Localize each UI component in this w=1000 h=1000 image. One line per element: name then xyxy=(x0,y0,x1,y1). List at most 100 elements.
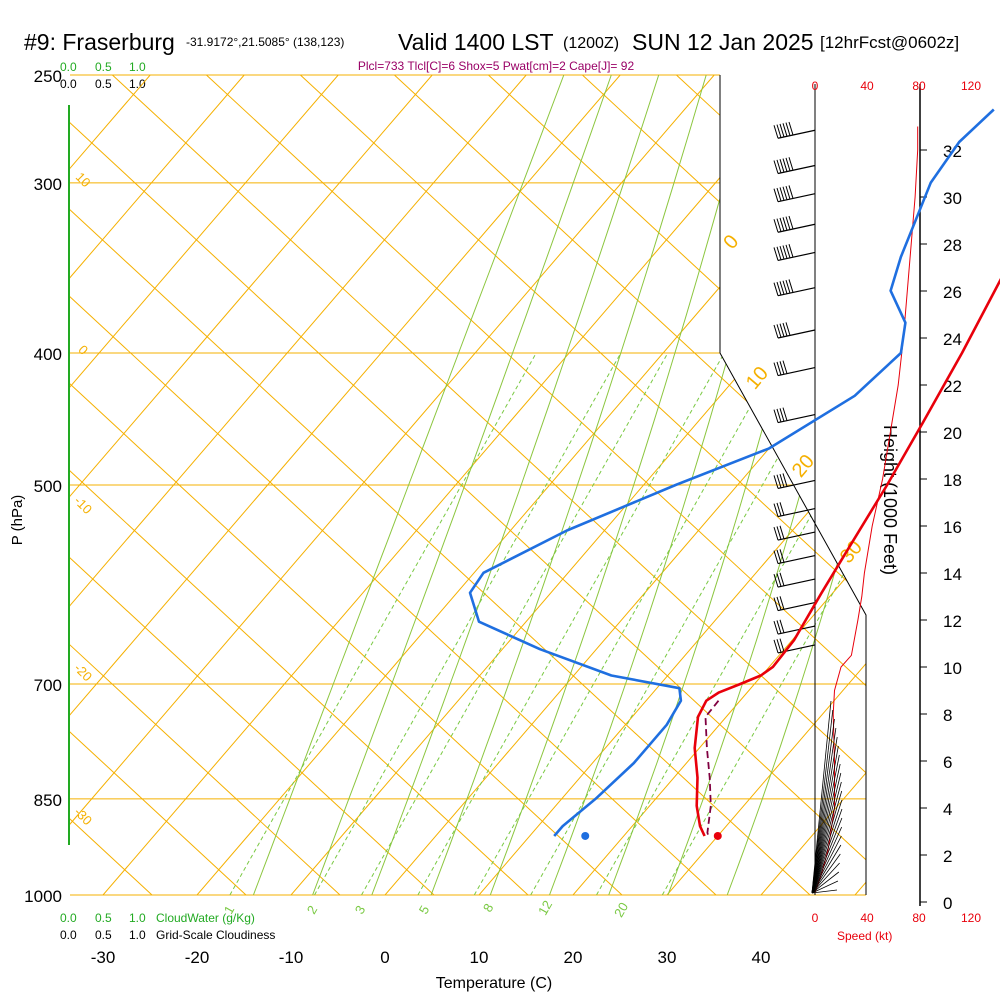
cloud-top-green-2: 1.0 xyxy=(129,60,146,74)
moist-adiabat xyxy=(726,75,866,895)
low-level-barb xyxy=(811,799,843,894)
isotherm--90 xyxy=(70,75,245,895)
low-level-barb xyxy=(811,853,841,894)
y-axis-label: P (hPa) xyxy=(9,495,26,546)
wind-barb-feather xyxy=(782,473,788,487)
height-tick-22: 22 xyxy=(943,377,962,396)
low-level-barb xyxy=(811,844,842,894)
height-tick-26: 26 xyxy=(943,283,962,302)
wind-barb-feather xyxy=(773,639,779,654)
wind-barb-feather xyxy=(779,549,785,563)
wind-barb-feather xyxy=(782,123,788,137)
dry-adiabat xyxy=(70,75,247,895)
speed-tick-top-80: 80 xyxy=(912,79,926,93)
dry-adiabat-label: -10 xyxy=(71,493,95,517)
dry-adiabat xyxy=(70,75,341,895)
temp-tick-40: 40 xyxy=(752,948,771,967)
moist-adiabat xyxy=(489,75,755,895)
low-level-barb xyxy=(811,754,840,894)
wind-barb-feather xyxy=(776,187,782,202)
wind-barb xyxy=(777,602,816,612)
wind-barb xyxy=(777,578,816,588)
wind-barb-feather xyxy=(782,158,788,172)
height-tick-6: 6 xyxy=(943,753,952,772)
wind-barb-feather xyxy=(782,280,788,294)
wind-barb-feather xyxy=(773,409,779,423)
wind-barb-feather xyxy=(785,185,791,200)
plot-border xyxy=(719,75,867,895)
wind-barb-feather xyxy=(776,474,782,488)
height-tick-2: 2 xyxy=(943,847,952,866)
wind-barb xyxy=(777,367,816,377)
wind-barb-feather xyxy=(773,125,779,139)
mixing-ratio-label: 20 xyxy=(611,900,631,920)
wind-barb xyxy=(777,531,816,541)
wind-barb-feather xyxy=(773,573,779,588)
wind-barb-feather xyxy=(785,322,791,336)
dry-adiabat-label: 10 xyxy=(73,169,94,190)
wind-barb-feather xyxy=(779,596,785,610)
height-axis-label: Height (1000 Feet) xyxy=(880,425,900,575)
station-coords: -31.9172°,21.5085° (138,123) xyxy=(186,35,344,49)
dry-adiabat xyxy=(488,75,866,895)
mixing-ratio-line-4 xyxy=(473,352,782,895)
mixing-ratio-line-0 xyxy=(229,352,537,895)
dry-adiabat xyxy=(70,75,435,895)
wind-barb-feather xyxy=(785,279,791,294)
cloud-bottom-green-2: 1.0 xyxy=(129,911,146,925)
pressure-tick-300: 300 xyxy=(34,175,62,194)
moist-adiabat xyxy=(252,75,565,895)
isotherm-20 xyxy=(572,75,866,895)
wind-barb-feather xyxy=(785,216,791,230)
height-tick-8: 8 xyxy=(943,706,952,725)
isotherm--70 xyxy=(70,75,433,895)
wind-barb-feather xyxy=(782,360,788,374)
cloud-top-black-1: 0.5 xyxy=(95,77,112,91)
dry-adiabat xyxy=(70,75,529,895)
height-tick-18: 18 xyxy=(943,471,962,490)
low-level-barb xyxy=(811,862,840,894)
mixing-ratio-label: 12 xyxy=(535,898,555,918)
wind-barb-feather xyxy=(788,185,794,199)
wind-barb-feather xyxy=(773,282,779,296)
pressure-tick-850: 850 xyxy=(34,791,62,810)
wind-barb xyxy=(777,251,816,262)
dry-adiabat xyxy=(112,75,866,895)
wind-barb-feather xyxy=(776,502,782,517)
wind-barb-feather xyxy=(773,597,779,611)
parcel-line xyxy=(704,700,720,837)
low-level-barb xyxy=(811,817,843,894)
height-tick-10: 10 xyxy=(943,659,962,678)
mixing-ratio-line-2 xyxy=(361,352,669,895)
pressure-tick-500: 500 xyxy=(34,477,62,496)
cloud-bottom-black-0: 0.0 xyxy=(60,928,77,942)
wind-barb xyxy=(777,508,816,518)
mixing-ratio-line-5 xyxy=(530,352,838,895)
low-level-barb xyxy=(811,727,837,894)
cloud-bottom-green-1: 0.5 xyxy=(95,911,112,925)
wind-barb-feather xyxy=(779,123,785,138)
wind-barb-feather xyxy=(785,122,791,136)
height-tick-24: 24 xyxy=(943,330,962,349)
low-level-barb xyxy=(811,826,843,894)
low-level-barb xyxy=(811,763,841,894)
wind-barb-feather xyxy=(788,121,794,136)
wind-barb xyxy=(777,164,816,175)
speed-tick-bottom-120: 120 xyxy=(961,911,981,925)
wind-barb-feather xyxy=(779,408,785,422)
speed-tick-bottom-0: 0 xyxy=(812,911,819,925)
wind-barb-feather xyxy=(776,159,782,173)
surface-temp-dot xyxy=(713,831,722,840)
speed-tick-bottom-80: 80 xyxy=(912,911,926,925)
wind-barb-feather xyxy=(773,188,779,202)
wind-barb-feather xyxy=(788,215,794,230)
wind-barb xyxy=(777,414,816,424)
wind-barb-feather xyxy=(785,157,791,172)
wind-barb-feather xyxy=(773,550,779,564)
height-tick-30: 30 xyxy=(943,189,962,208)
wind-barb-feather xyxy=(776,246,782,260)
dry-adiabat xyxy=(70,75,811,895)
forecast-label: [12hrFcst@0602z] xyxy=(820,33,959,52)
cloud-top-black-0: 0.0 xyxy=(60,77,77,91)
